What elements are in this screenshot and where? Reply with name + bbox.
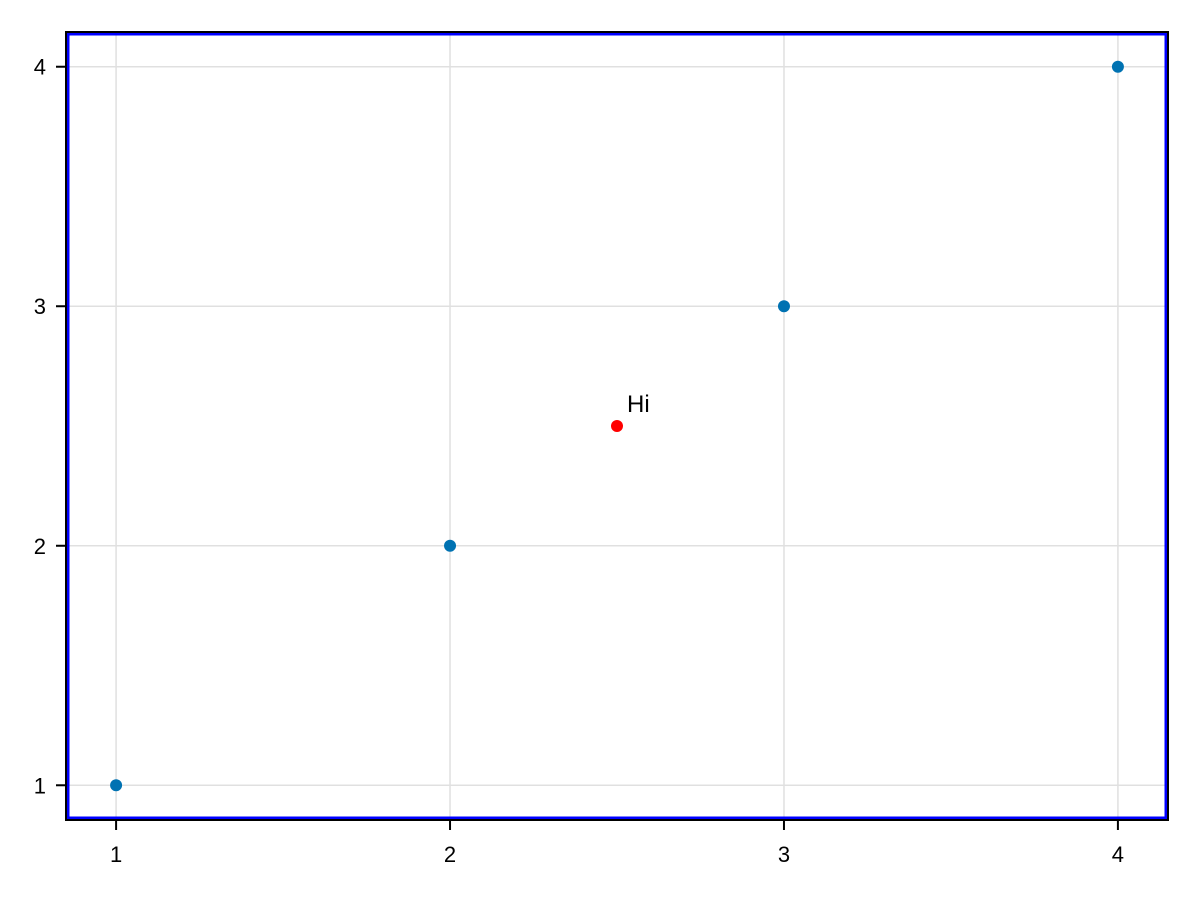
plot-frame: [65, 31, 1169, 821]
annotation-label: Hi: [627, 391, 650, 418]
y-tick-label: 1: [34, 773, 46, 798]
axis-spines: [65, 31, 1169, 821]
x-tick-label: 3: [778, 842, 790, 867]
y-tick-label: 3: [34, 294, 46, 319]
data-point: [1111, 60, 1124, 73]
annotations: Hi: [627, 391, 650, 418]
ticks: 1 2 3 4 1 2 3 4: [34, 55, 1124, 867]
y-tick-label: 2: [34, 534, 46, 559]
y-tick-label: 4: [34, 55, 46, 80]
x-tick-label: 2: [444, 842, 456, 867]
data-point: [777, 300, 790, 313]
data-points: [110, 60, 1124, 792]
x-tick-label: 1: [110, 842, 122, 867]
data-point: [444, 539, 457, 552]
data-point: [611, 420, 623, 432]
plot-border: [66, 32, 1168, 820]
x-tick-label: 4: [1112, 842, 1124, 867]
grid: [66, 32, 1168, 820]
data-point: [110, 779, 123, 792]
